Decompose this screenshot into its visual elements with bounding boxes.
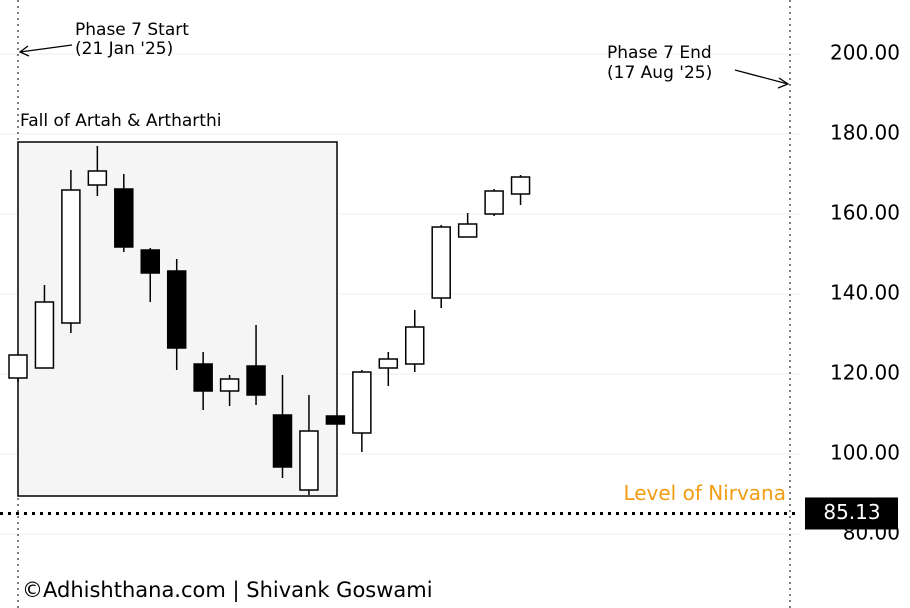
y-tick-label: 160.00 — [830, 201, 900, 225]
candle-body — [431, 226, 451, 299]
candle-body — [8, 354, 28, 379]
candle-body — [352, 371, 372, 434]
phase-start-date: (21 Jan '25) — [75, 39, 173, 59]
level: Level of Nirvana 85.13 — [0, 481, 898, 530]
candle-body — [246, 365, 266, 396]
phase-end-arrow — [734, 69, 790, 89]
candle-body — [299, 430, 319, 491]
highlight-label: Fall of Artah & Artharthi — [20, 111, 221, 131]
candle-body — [87, 170, 108, 186]
y-tick-label: 100.00 — [830, 441, 900, 465]
level-label: Level of Nirvana — [623, 481, 786, 505]
y-tick-label: 180.00 — [830, 121, 900, 145]
phase-end-title: Phase 7 End — [607, 43, 712, 63]
candle-body — [166, 270, 187, 349]
candle-body — [484, 190, 504, 215]
y-tick-label: 120.00 — [830, 361, 900, 385]
y-tick-label: 80.00 — [843, 521, 900, 545]
phase-end-date: (17 Aug '25) — [607, 63, 712, 83]
candle-body — [325, 415, 346, 425]
candle-body — [219, 378, 240, 392]
candle-body — [510, 176, 531, 195]
y-tick-label: 140.00 — [830, 281, 900, 305]
candle-body — [140, 249, 160, 274]
level-value: 85.13 — [823, 500, 880, 524]
y-tick-label: 200.00 — [830, 41, 900, 65]
candle-body — [34, 301, 55, 369]
phase-start-arrow — [18, 44, 73, 57]
candle-body — [114, 188, 134, 248]
candles — [8, 146, 531, 495]
footer: ©Adhishthana.com | Shivank Goswami — [22, 578, 433, 603]
candle-body — [193, 363, 213, 392]
candle-body — [378, 358, 399, 369]
candle-body — [457, 223, 478, 238]
candle-body — [61, 189, 81, 324]
candle-body — [272, 414, 293, 468]
candle-body — [405, 326, 425, 365]
level-tag — [805, 497, 898, 530]
phase-start-title: Phase 7 Start — [75, 20, 189, 40]
